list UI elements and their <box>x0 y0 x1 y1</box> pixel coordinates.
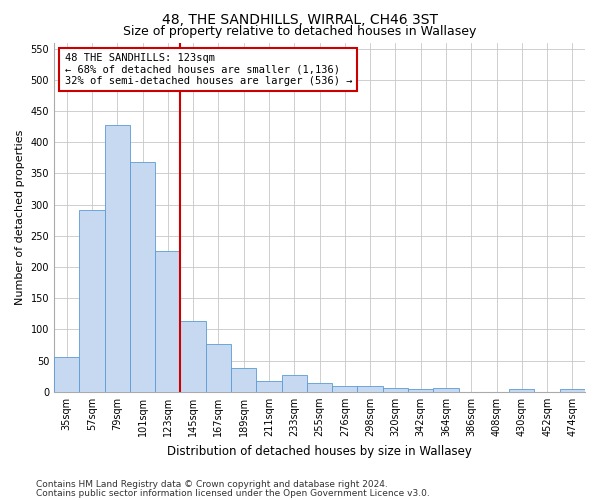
Text: Contains public sector information licensed under the Open Government Licence v3: Contains public sector information licen… <box>36 489 430 498</box>
Bar <box>206 344 231 392</box>
Text: Contains HM Land Registry data © Crown copyright and database right 2024.: Contains HM Land Registry data © Crown c… <box>36 480 388 489</box>
Bar <box>509 388 535 392</box>
Bar <box>54 358 79 392</box>
Bar <box>408 388 433 392</box>
Bar <box>130 162 155 392</box>
Bar <box>560 388 585 392</box>
Bar <box>383 388 408 392</box>
Bar <box>332 386 358 392</box>
Bar <box>281 375 307 392</box>
Y-axis label: Number of detached properties: Number of detached properties <box>15 130 25 305</box>
Bar <box>79 210 104 392</box>
Text: Size of property relative to detached houses in Wallasey: Size of property relative to detached ho… <box>124 25 476 38</box>
Bar <box>433 388 458 392</box>
Bar <box>104 125 130 392</box>
Bar <box>307 383 332 392</box>
X-axis label: Distribution of detached houses by size in Wallasey: Distribution of detached houses by size … <box>167 444 472 458</box>
Bar <box>155 252 181 392</box>
Bar <box>358 386 383 392</box>
Bar <box>256 380 281 392</box>
Text: 48, THE SANDHILLS, WIRRAL, CH46 3ST: 48, THE SANDHILLS, WIRRAL, CH46 3ST <box>162 12 438 26</box>
Text: 48 THE SANDHILLS: 123sqm
← 68% of detached houses are smaller (1,136)
32% of sem: 48 THE SANDHILLS: 123sqm ← 68% of detach… <box>65 53 352 86</box>
Bar <box>181 322 206 392</box>
Bar <box>231 368 256 392</box>
